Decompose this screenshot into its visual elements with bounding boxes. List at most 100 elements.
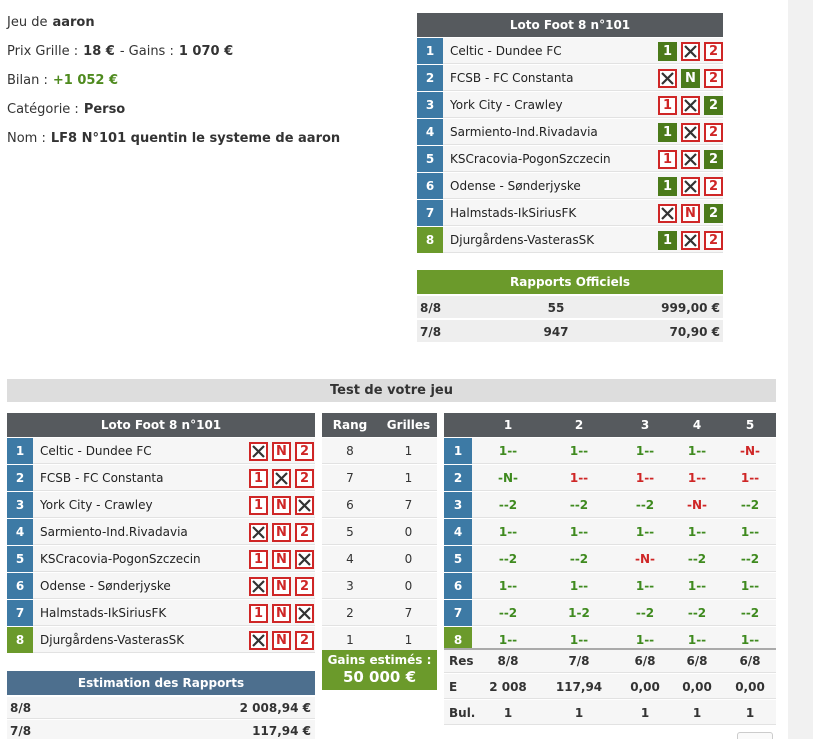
gains-label: Gains estimés : (327, 653, 432, 667)
column-header: Rang (332, 418, 368, 432)
summary-value: 1 (503, 705, 513, 720)
pick-box (658, 69, 677, 88)
pick-box: 2 (704, 96, 723, 115)
row-number: 6 (7, 573, 33, 599)
table-row (322, 573, 437, 599)
cross-stroke (684, 45, 697, 58)
cross-icon (298, 553, 311, 566)
pick-box: 1 (658, 123, 677, 142)
grid-cell: --2 (569, 498, 589, 512)
summary-label: E (449, 679, 458, 694)
pick-box: 2 (295, 631, 314, 650)
pick-box: N (272, 496, 291, 515)
gains-box (322, 650, 437, 690)
grid-cell: 1-- (635, 444, 655, 458)
cross-stroke (252, 445, 265, 458)
section-title: Test de votre jeu (7, 379, 776, 402)
grid-cell: 1-- (740, 525, 760, 539)
grid-cell: 1-- (569, 471, 589, 485)
button[interactable] (737, 732, 773, 739)
row-number: 6 (444, 573, 472, 599)
table-row (444, 519, 776, 545)
cross-icon (661, 72, 674, 85)
grid-cell: 1-2 (568, 606, 590, 620)
match-name: Djurgårdens-VasterasSK (40, 633, 185, 647)
pick-box (681, 96, 700, 115)
pick-box: N (272, 442, 291, 461)
report-amount: 999,00 € (661, 300, 720, 315)
pick-box (681, 123, 700, 142)
summary-value: 0,00 (630, 679, 660, 694)
row-number: 5 (7, 546, 33, 572)
cross-icon (275, 472, 288, 485)
summary-value: 2 008 (489, 679, 527, 694)
cross-icon (252, 634, 265, 647)
row-number: 5 (417, 146, 443, 172)
grid-cell: --2 (498, 552, 518, 566)
match-name: Celtic - Dundee FC (40, 444, 152, 458)
pick-box: 2 (295, 442, 314, 461)
cross-icon (661, 207, 674, 220)
pick-box: 1 (658, 96, 677, 115)
grid-cell: -N- (634, 552, 655, 566)
column-header: 3 (640, 418, 650, 432)
row-number: 7 (444, 600, 472, 626)
grid-count: 0 (404, 579, 413, 593)
table-row (444, 492, 776, 518)
info-line: Nom : LF8 N°101 quentin le systeme de aar… (7, 131, 345, 146)
pick-box: N (272, 604, 291, 623)
summary-label: Res (449, 653, 474, 668)
cross-stroke (252, 634, 265, 647)
row-number: 4 (417, 119, 443, 145)
grid-cell: --2 (687, 606, 707, 620)
pick-box (295, 496, 314, 515)
summary-value: 7/8 (568, 653, 590, 668)
grid-cell: -N- (497, 471, 518, 485)
grid-cell: --2 (687, 552, 707, 566)
column-header: 2 (574, 418, 584, 432)
grid-cell: 1-- (498, 444, 518, 458)
cross-stroke (661, 207, 674, 220)
grid-cell: 1-- (498, 525, 518, 539)
summary-value: 6/8 (739, 653, 761, 668)
match-name: FCSB - FC Constanta (450, 71, 574, 85)
column-header: Grilles (386, 418, 431, 432)
summary-row (444, 700, 776, 725)
pick-box: 1 (249, 550, 268, 569)
match-name: Sarmiento-Ind.Rivadavia (450, 125, 598, 139)
match-name: Odense - Sønderjyske (450, 179, 581, 193)
info-text: +1 052 € (52, 73, 119, 88)
info-text: Perso (83, 102, 126, 117)
pick-box (681, 231, 700, 250)
cross-stroke (684, 126, 697, 139)
pick-box: 1 (249, 496, 268, 515)
table-row (7, 697, 315, 719)
report-winners: 55 (547, 300, 565, 315)
cross-stroke (684, 234, 697, 247)
table-header: Estimation des Rapports (7, 671, 315, 695)
info-line: Catégorie : Perso (7, 102, 130, 117)
grid-cell: 1-- (569, 525, 589, 539)
row-number: 1 (7, 438, 33, 464)
row-number: 3 (7, 492, 33, 518)
grid-count: 0 (404, 552, 413, 566)
row-number: 8 (7, 627, 33, 653)
cross-icon (298, 607, 311, 620)
match-name: Celtic - Dundee FC (450, 44, 562, 58)
row-number: 1 (417, 38, 443, 64)
summary-value: 0,00 (682, 679, 712, 694)
rank: 3 (346, 579, 354, 593)
summary-value: 1 (640, 705, 650, 720)
match-name: FCSB - FC Constanta (40, 471, 164, 485)
rank: 7 (346, 471, 354, 485)
summary-value: 6/8 (686, 653, 708, 668)
report-rank: 8/8 (10, 701, 32, 715)
pick-box: 1 (658, 231, 677, 250)
report-amount: 2 008,94 € (239, 701, 311, 715)
info-text: aaron (52, 15, 95, 30)
row-number: 1 (444, 438, 472, 464)
column-header: 1 (503, 418, 513, 432)
cross-icon (684, 153, 697, 166)
info-text: Bilan : (7, 73, 48, 88)
info-text: 18 € (83, 44, 115, 59)
